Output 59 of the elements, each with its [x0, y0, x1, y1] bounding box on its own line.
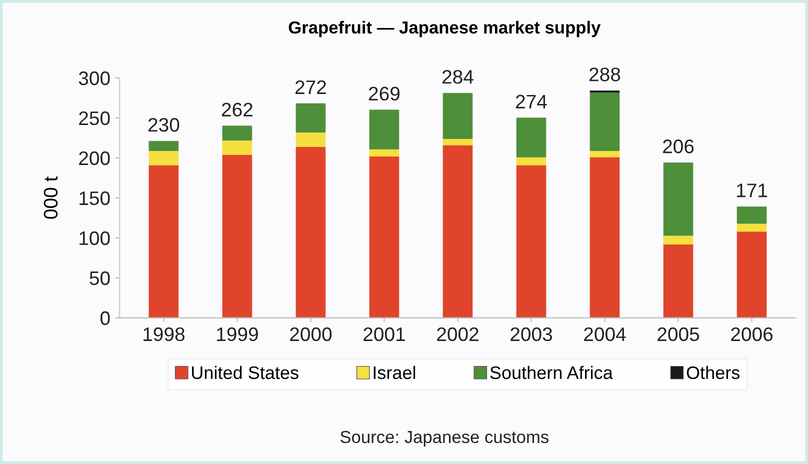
y-tick-label: 200 [79, 151, 110, 166]
y-tick-label: 0 [100, 311, 110, 326]
bar [148, 150, 179, 166]
bar [516, 164, 546, 318]
legend-label: Southern Africa [490, 366, 613, 380]
bar [442, 92, 473, 139]
legend-label: United States [192, 366, 298, 380]
x-tick-label: 2002 [437, 327, 478, 342]
x-tick-label: 2000 [290, 327, 332, 342]
bar [442, 144, 473, 318]
bar [369, 148, 400, 157]
y-axis-title: 000 t [44, 176, 58, 219]
annotation: 262 [222, 102, 252, 117]
annotation: 272 [295, 80, 326, 94]
y-tick-label: 50 [90, 271, 110, 286]
bar [516, 118, 546, 158]
x-tick-label: 2006 [731, 327, 773, 342]
annotation: 274 [516, 94, 547, 108]
annotation: 284 [442, 70, 474, 84]
annotation: 206 [663, 140, 694, 154]
y-tick-label: 100 [80, 231, 110, 246]
bar [296, 146, 326, 318]
legend-label: Israel [374, 366, 416, 380]
bar [516, 156, 546, 166]
bar [369, 110, 400, 150]
bar [663, 162, 694, 236]
x-tick-label: 2004 [584, 327, 626, 342]
annotation: 230 [148, 118, 180, 132]
bar [663, 235, 694, 244]
bar [148, 164, 179, 318]
bar [442, 138, 473, 146]
x-tick-label: 2003 [510, 327, 552, 342]
bar [663, 244, 694, 318]
bar [222, 126, 252, 141]
y-tick-label: 150 [80, 191, 110, 206]
bar [296, 132, 326, 147]
annotation: 269 [368, 86, 400, 101]
bar [296, 103, 326, 133]
x-tick-label: 2001 [364, 327, 405, 342]
bar [369, 156, 400, 318]
bar [148, 140, 179, 151]
annotation: 288 [590, 68, 620, 82]
bar [222, 140, 252, 155]
bar [736, 231, 767, 318]
bar [590, 150, 620, 158]
bar [590, 92, 620, 151]
chart-title: Grapefruit — Japanese market supply [288, 20, 601, 38]
bar [222, 154, 252, 318]
legend-label: Others [686, 366, 740, 380]
y-tick-label: 250 [79, 111, 110, 126]
bar [736, 223, 767, 232]
source-note: Source: Japanese customs [340, 430, 548, 447]
annotation: 171 [737, 184, 768, 198]
bar [736, 206, 767, 224]
bar [590, 156, 620, 318]
y-tick-label: 300 [78, 71, 110, 86]
x-tick-label: 1999 [217, 327, 258, 342]
x-tick-label: 1998 [144, 327, 184, 342]
x-tick-label: 2005 [658, 327, 700, 342]
